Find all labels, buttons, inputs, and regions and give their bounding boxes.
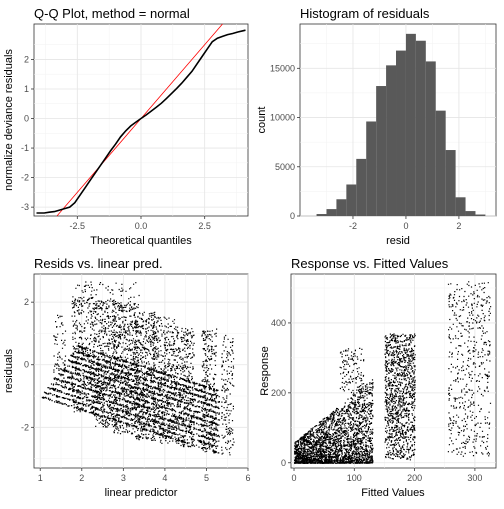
- tick-label-y: 200: [271, 388, 286, 398]
- histogram-bar: [445, 150, 456, 216]
- hist-xlabel: resid: [386, 235, 410, 247]
- tick-label-y: -2: [21, 422, 29, 432]
- tick-label-y: 0: [24, 360, 29, 370]
- histogram-panel: Histogram of residuals -2 0 2 0 5000 10000 150…: [256, 6, 497, 247]
- qq-panel: Q-Q Plot, method = normal -2.5 0.0 2.5-3-2…: [3, 6, 249, 247]
- rl-xlabel: linear predictor: [105, 487, 178, 499]
- histogram-bar: [366, 121, 377, 216]
- tick-label-x: -2.5: [70, 221, 86, 231]
- tick-label-x: 0: [403, 221, 408, 231]
- hist-bars: [316, 33, 486, 217]
- tick-label-x: 3: [121, 473, 126, 483]
- rf-ylabel: Response: [259, 346, 271, 396]
- qq-ylabel: normalize deviance residuals: [3, 49, 15, 191]
- tick-label-y: 0: [290, 211, 295, 221]
- tick-label-x: 200: [407, 473, 422, 483]
- histogram-bar: [386, 65, 397, 216]
- rf-ticks: 0 100 200 300 0 200 400: [271, 318, 482, 483]
- tick-label-x: 0.0: [135, 221, 148, 231]
- tick-label-x: 2: [456, 221, 461, 231]
- histogram-bar: [475, 214, 486, 216]
- hist-ylabel: count: [256, 107, 268, 134]
- rl-title: Resids vs. linear pred.: [34, 256, 163, 271]
- tick-label-x: 5: [204, 473, 209, 483]
- resid-linpred-panel: Resids vs. linear pred. 1 2 3 4 5 6 -2 0 2 linea…: [3, 256, 251, 499]
- tick-label-x: 6: [245, 473, 250, 483]
- histogram-bar: [376, 86, 387, 217]
- response-fitted-panel: Response vs. Fitted Values 0 100 200 300 0 20…: [259, 256, 497, 499]
- rl-point-cloud: [41, 281, 235, 456]
- rf-point-cloud: [294, 281, 492, 464]
- rl-ticks: 1 2 3 4 5 6 -2 0 2: [21, 297, 251, 483]
- histogram-bar: [425, 61, 436, 216]
- tick-label-y: 2: [24, 54, 29, 64]
- qq-xlabel: Theoretical quantiles: [90, 235, 192, 247]
- histogram-bar: [405, 33, 416, 216]
- tick-label-y: 10000: [270, 113, 295, 123]
- tick-label-y: -1: [21, 143, 29, 153]
- tick-label-x: 300: [467, 473, 482, 483]
- histogram-bar: [336, 199, 347, 216]
- rf-points: [294, 281, 492, 464]
- histogram-bar: [455, 197, 466, 216]
- tick-label-x: 1: [38, 473, 43, 483]
- histogram-bar: [316, 214, 327, 216]
- tick-label-y: 2: [24, 297, 29, 307]
- histogram-bar: [435, 110, 446, 216]
- histogram-bar: [396, 50, 406, 217]
- tick-label-x: 4: [162, 473, 167, 483]
- tick-label-y: 0: [281, 458, 286, 468]
- histogram-bar: [326, 209, 337, 216]
- qq-points: [36, 29, 246, 214]
- tick-label-y: 1: [24, 84, 29, 94]
- tick-label-x: -2: [349, 221, 357, 231]
- tick-label-y: 15000: [270, 63, 295, 73]
- rf-title: Response vs. Fitted Values: [291, 256, 449, 271]
- histogram-bar: [415, 40, 426, 216]
- tick-label-y: -3: [21, 202, 29, 212]
- tick-label-y: -2: [21, 173, 29, 183]
- tick-label-y: 400: [271, 318, 286, 328]
- tick-label-x: 2.5: [198, 221, 211, 231]
- histogram-bar: [356, 158, 367, 216]
- hist-ticks: -2 0 2 0 5000 10000 15000: [270, 63, 461, 231]
- qq-ticks: -2.5 0.0 2.5 -3 -2 -1 0 1 2: [21, 54, 211, 231]
- hist-title: Histogram of residuals: [300, 6, 430, 21]
- tick-label-y: 5000: [275, 162, 295, 172]
- rl-points: [41, 281, 235, 456]
- tick-label-x: 2: [79, 473, 84, 483]
- tick-label-x: 100: [347, 473, 362, 483]
- qq-curve: [36, 29, 246, 214]
- histogram-bar: [465, 211, 476, 216]
- rl-ylabel: residuals: [3, 348, 15, 393]
- qq-title: Q-Q Plot, method = normal: [34, 6, 190, 21]
- tick-label-x: 0: [292, 473, 297, 483]
- tick-label-y: 0: [24, 114, 29, 124]
- histogram-bar: [346, 184, 357, 216]
- rf-xlabel: Fitted Values: [361, 487, 425, 499]
